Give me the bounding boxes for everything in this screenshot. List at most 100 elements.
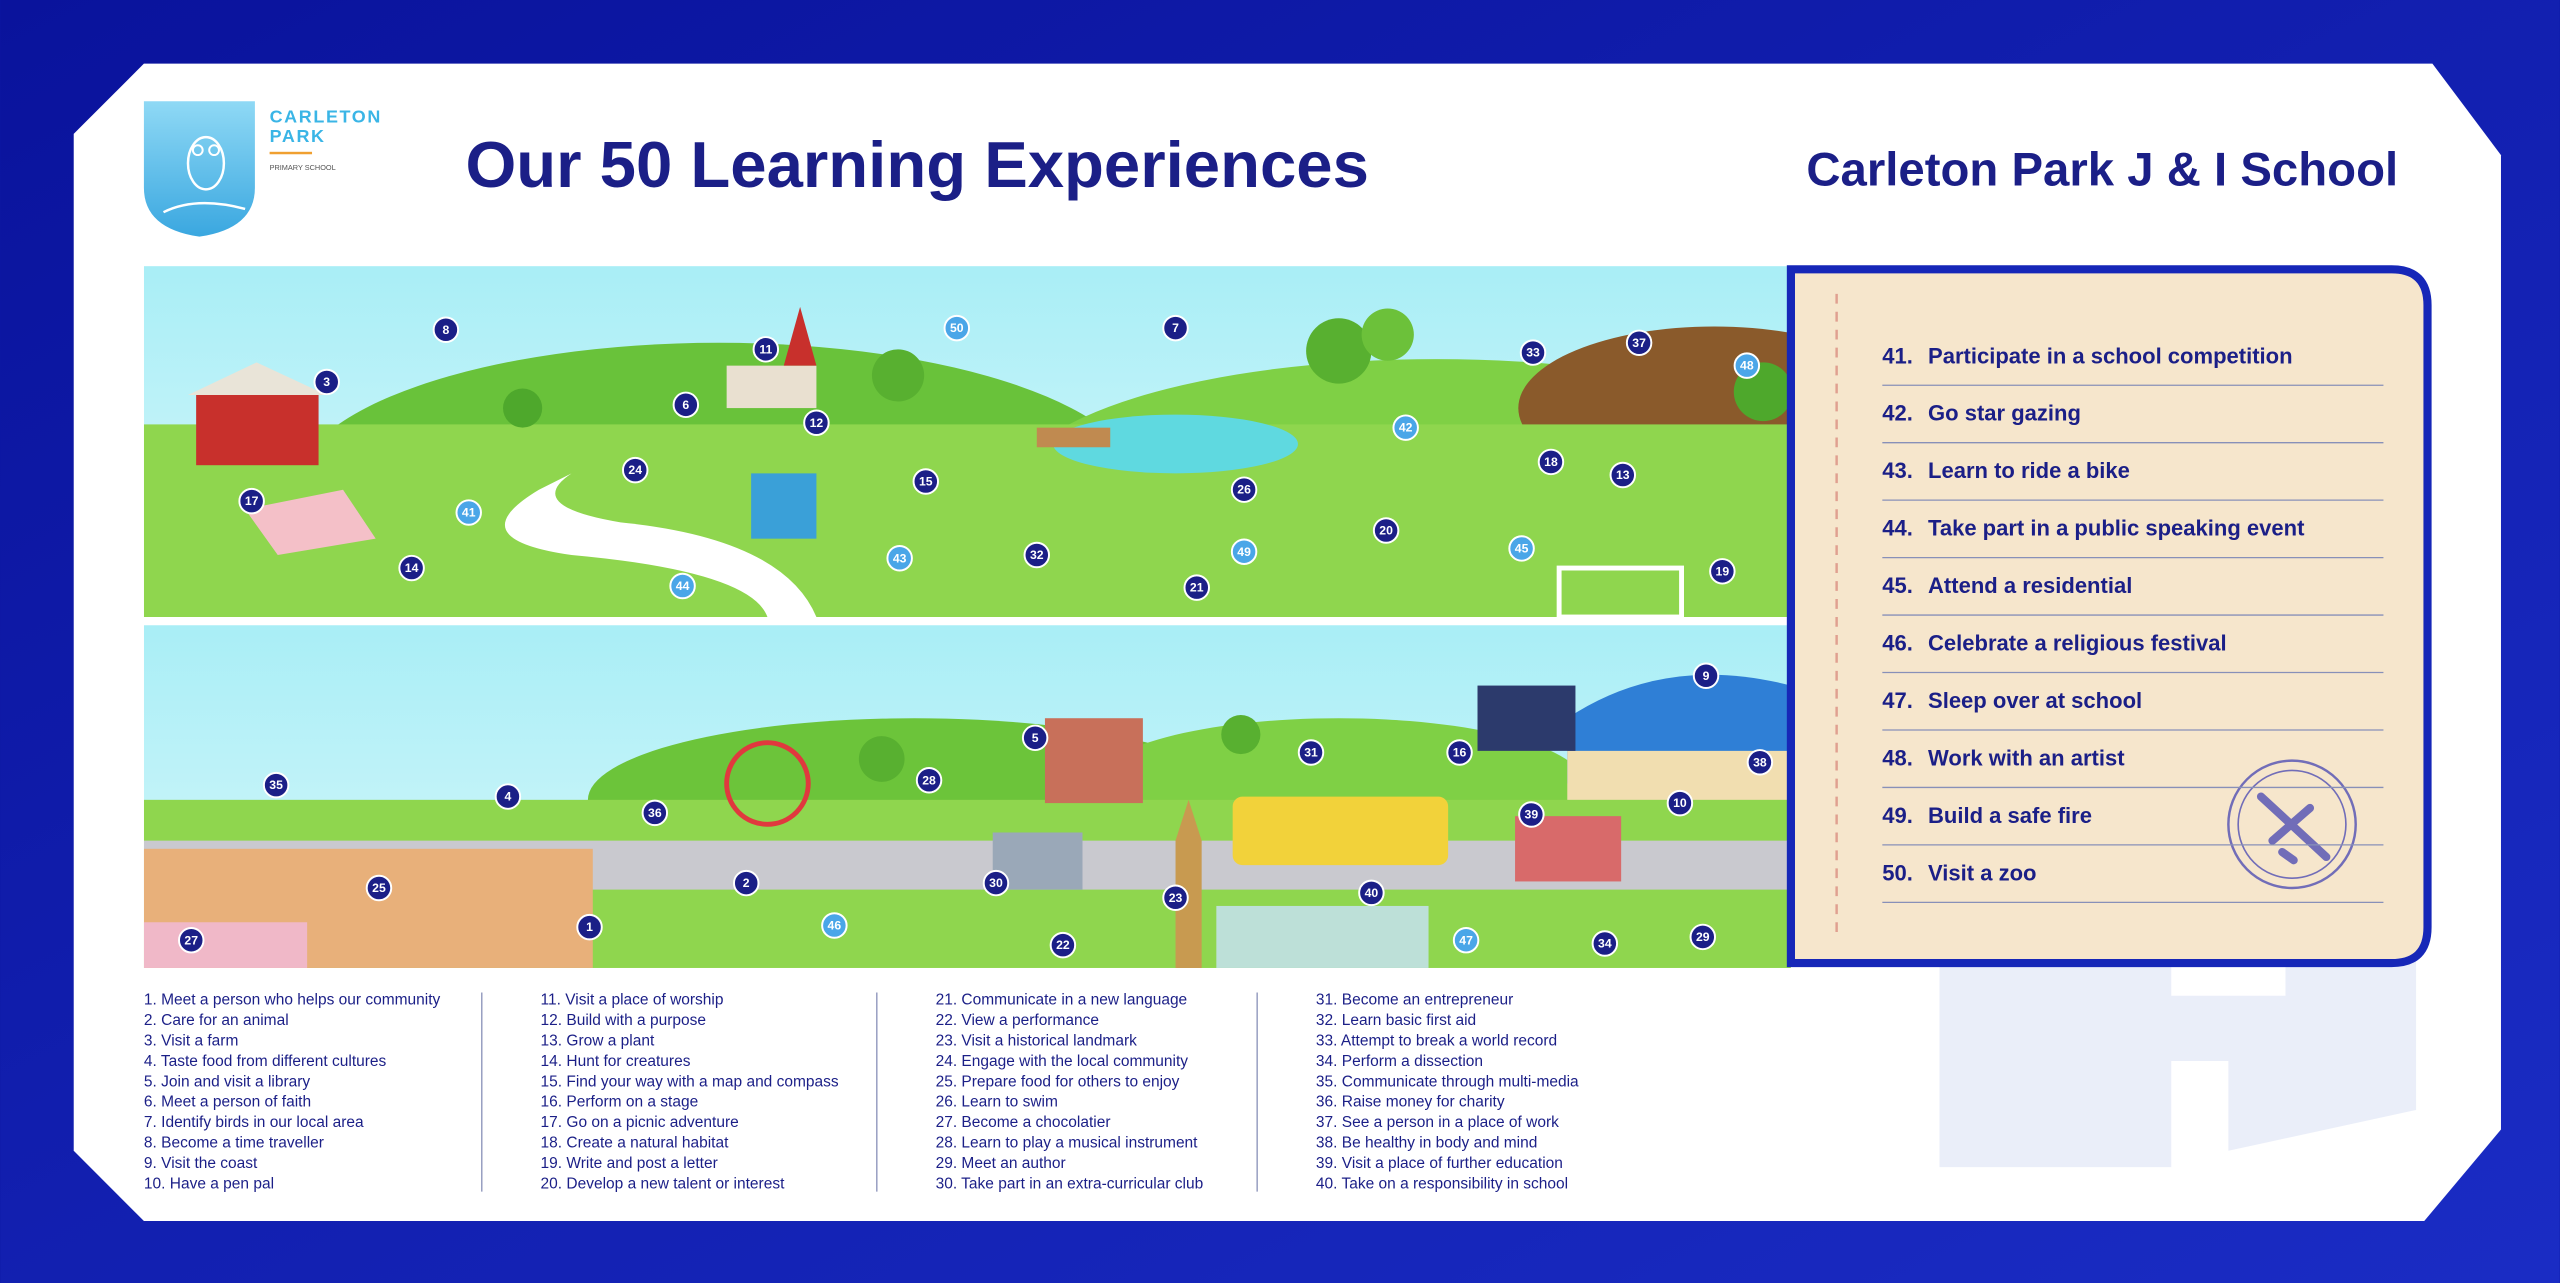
experience-list: 1. Meet a person who helps our community… — [144, 992, 1579, 1193]
featured-text: Visit a zoo — [1928, 860, 2036, 885]
experience-item: 26. Learn to swim — [936, 1094, 1058, 1111]
featured-text: Celebrate a religious festival — [1928, 631, 2227, 656]
experience-item: 6. Meet a person of faith — [144, 1094, 311, 1111]
featured-text: Build a safe fire — [1928, 803, 2092, 828]
featured-list: 41. Participate in a school competition 42… — [1882, 343, 2384, 903]
marker-dot — [803, 409, 830, 436]
marker-dot — [912, 468, 940, 495]
marker-label: 49 — [1237, 545, 1251, 559]
featured-panel — [1786, 265, 2432, 968]
marker-dot — [1446, 739, 1473, 766]
marker-dot — [1162, 314, 1189, 342]
marker-label: 18 — [1544, 455, 1558, 469]
experience-item: 39. Visit a place of further education — [1316, 1155, 1563, 1172]
marker-label: 26 — [1237, 483, 1251, 497]
experience-item: 15. Find your way with a map and compass — [541, 1073, 839, 1090]
watermark — [1939, 914, 2417, 1168]
illustration-bottom — [143, 625, 1791, 968]
featured-number: 44. — [1882, 516, 1913, 541]
marker-dot — [622, 456, 649, 484]
featured-number: 49. — [1882, 803, 1913, 828]
experience-item: 24. Engage with the local community — [936, 1053, 1189, 1070]
marker-dot — [1625, 329, 1653, 357]
marker-dot — [1518, 801, 1545, 828]
experience-item: 10. Have a pen pal — [144, 1175, 274, 1192]
marker-dot — [1452, 926, 1480, 954]
marker-label: 20 — [1379, 524, 1393, 538]
logo-text: CARLETON — [270, 106, 382, 126]
marker-dot — [1372, 517, 1400, 544]
marker-label: 23 — [1169, 891, 1183, 905]
marker-label: 9 — [1703, 669, 1710, 683]
featured-number: 47. — [1882, 688, 1913, 713]
experience-item: 1. Meet a person who helps our community — [144, 992, 441, 1009]
marker-label: 13 — [1616, 468, 1630, 482]
experience-item: 31. Become an entrepreneur — [1316, 992, 1513, 1009]
marker-label: 33 — [1526, 346, 1540, 360]
featured-number: 46. — [1882, 631, 1913, 656]
experience-item: 37. See a person in a place of work — [1316, 1114, 1559, 1131]
marker-label: 2 — [743, 876, 750, 890]
marker-dot — [313, 368, 340, 396]
featured-text: Sleep over at school — [1928, 688, 2142, 713]
marker-label: 34 — [1598, 937, 1612, 951]
experience-item: 23. Visit a historical landmark — [936, 1033, 1138, 1050]
marker-label: 10 — [1673, 796, 1687, 810]
experience-item: 17. Go on a picnic adventure — [541, 1114, 739, 1131]
marker-label: 25 — [372, 881, 386, 895]
marker-dot — [262, 771, 290, 799]
marker-label: 3 — [323, 375, 330, 389]
marker-dot — [733, 869, 760, 897]
title: Our 50 Learning Experiences — [465, 128, 1368, 201]
marker-dot — [398, 554, 425, 582]
stamp — [2227, 759, 2357, 890]
experience-item: 32. Learn basic first aid — [1316, 1012, 1476, 1029]
marker-label: 8 — [442, 323, 449, 337]
experience-item: 40. Take on a responsibility in school — [1316, 1175, 1568, 1192]
experience-item: 29. Meet an author — [936, 1155, 1066, 1172]
experience-item: 12. Build with a purpose — [541, 1012, 706, 1029]
marker-label: 36 — [648, 806, 662, 820]
marker-dot — [1392, 414, 1419, 441]
marker-label: 27 — [184, 933, 198, 947]
marker-label: 31 — [1304, 746, 1318, 760]
marker-dot — [669, 572, 696, 600]
marker-dot — [1591, 930, 1619, 957]
experience-item: 13. Grow a plant — [541, 1033, 655, 1050]
school-name: Carleton Park J & I School — [1806, 144, 2398, 197]
marker-label: 12 — [810, 416, 824, 430]
marker-label: 43 — [893, 551, 907, 565]
marker-label: 16 — [1453, 746, 1467, 760]
experience-item: 35. Communicate through multi-media — [1316, 1073, 1579, 1090]
featured-text: Take part in a public speaking event — [1928, 516, 2305, 541]
featured-number: 45. — [1882, 573, 1913, 598]
featured-number: 50. — [1882, 860, 1913, 885]
marker-label: 4 — [505, 790, 512, 804]
marker-dot — [752, 336, 780, 363]
marker-dot — [1709, 558, 1736, 585]
marker-label: 22 — [1056, 938, 1070, 952]
marker-label: 5 — [1032, 731, 1039, 745]
marker-dot — [1021, 724, 1049, 752]
marker-dot — [238, 487, 265, 515]
logo-subtitle: PRIMARY SCHOOL — [270, 163, 336, 172]
experience-item: 5. Join and visit a library — [144, 1073, 311, 1090]
experience-item: 14. Hunt for creatures — [541, 1053, 691, 1070]
logo-text: PARK — [270, 126, 326, 146]
featured-text: Work with an artist — [1928, 745, 2125, 770]
logo: CARLETON PARK PRIMARY SCHOOL — [143, 101, 382, 237]
experience-item: 38. Be healthy in body and mind — [1316, 1135, 1537, 1152]
marker-dot — [1049, 931, 1077, 959]
marker-dot — [982, 869, 1010, 897]
marker-label: 11 — [759, 342, 772, 356]
marker-label: 7 — [1172, 321, 1179, 335]
marker-dot — [1183, 574, 1210, 601]
featured-text: Attend a residential — [1928, 573, 2132, 598]
marker-label: 24 — [628, 463, 642, 477]
marker-dot — [1733, 352, 1761, 379]
experience-item: 30. Take part in an extra-curricular clu… — [936, 1175, 1204, 1192]
marker-label: 14 — [405, 561, 419, 575]
marker-dot — [1162, 884, 1189, 911]
marker-label: 41 — [462, 506, 476, 520]
marker-dot — [1537, 448, 1565, 476]
